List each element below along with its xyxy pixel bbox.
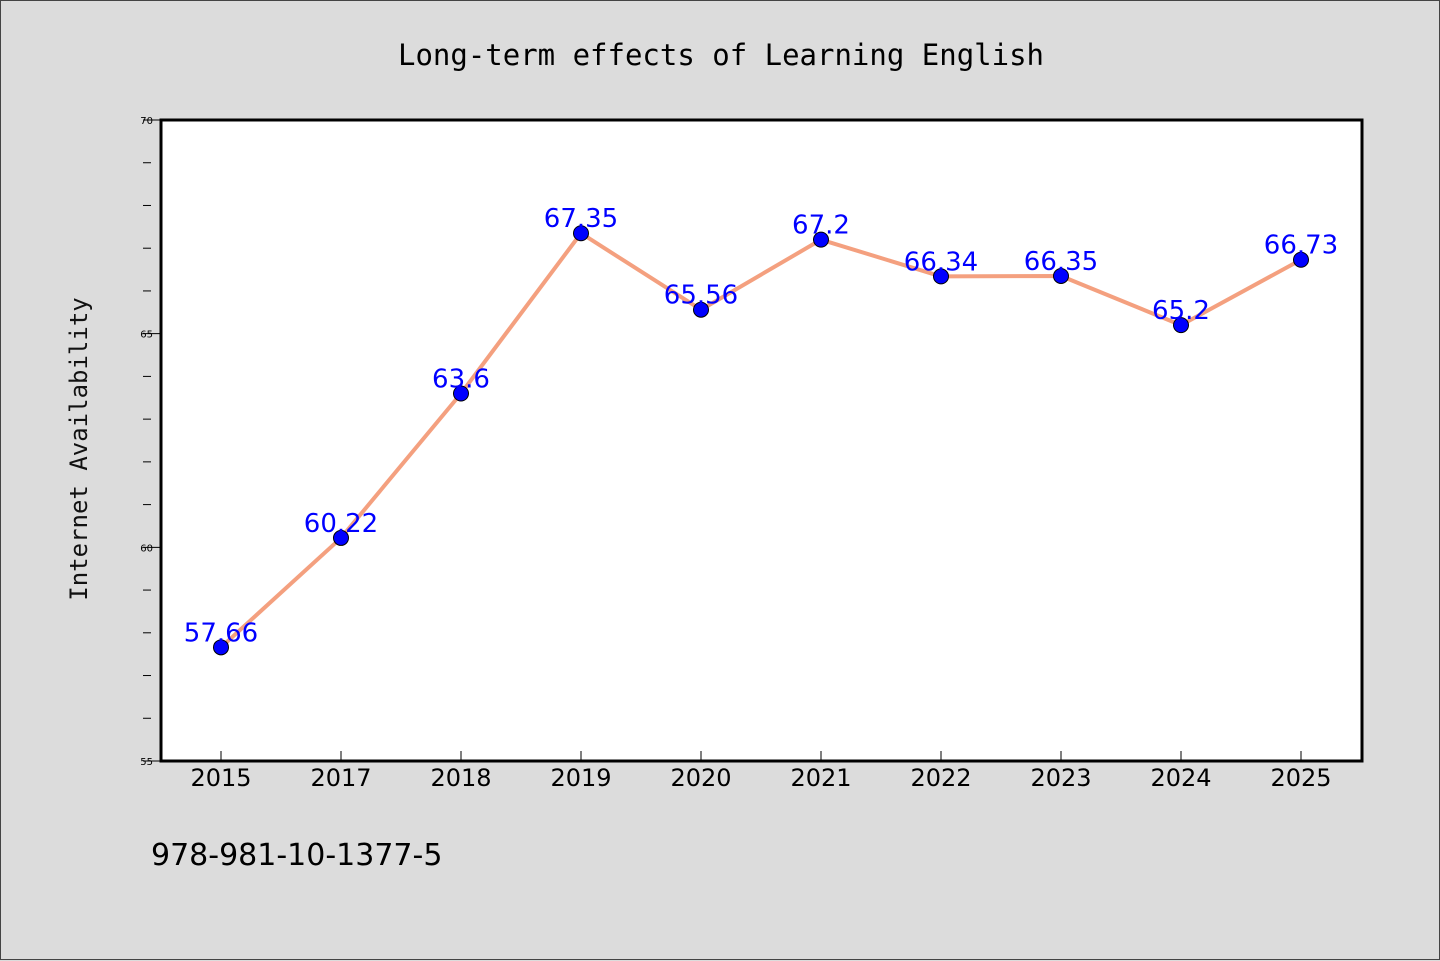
x-tick-label: 2025 — [1270, 764, 1331, 792]
data-label: 57.66 — [184, 618, 258, 648]
data-label: 60.22 — [304, 509, 378, 539]
x-tick-label: 2020 — [670, 764, 731, 792]
x-tick-label: 2022 — [910, 764, 971, 792]
data-point — [453, 385, 469, 402]
y-tick-label: 65 — [140, 330, 153, 341]
data-point — [1173, 317, 1189, 334]
x-axis: 2015 2017 2018 2019 2020 2021 2022 2023 2024 2025 — [190, 751, 1332, 792]
data-label: 66.35 — [1024, 247, 1098, 277]
data-point — [933, 268, 949, 285]
data-point — [333, 529, 349, 546]
y-axis: 55 60 65 70 — [140, 116, 161, 768]
data-point — [213, 639, 229, 656]
data-point — [813, 231, 829, 248]
data-point — [573, 225, 589, 242]
data-label: 66.73 — [1264, 231, 1338, 261]
series-line — [219, 231, 1302, 649]
y-tick-label: 70 — [140, 116, 153, 127]
y-tick-label: 55 — [140, 757, 153, 768]
data-labels: 57.66 60.22 63.6 67.35 65.56 67.2 66.34 66.35 65… — [184, 204, 1338, 648]
footer-note: 978-981-10-1377-5 — [151, 838, 442, 873]
chart-title: Long-term effects of Learning English — [398, 38, 1044, 72]
data-label: 67.2 — [792, 211, 850, 241]
data-label: 65.2 — [1152, 296, 1210, 326]
y-axis-label: Internet Availability — [65, 297, 93, 600]
x-tick-label: 2021 — [790, 764, 851, 792]
x-tick-label: 2024 — [1150, 764, 1211, 792]
data-label: 66.34 — [904, 247, 978, 277]
x-tick-label: 2019 — [550, 764, 611, 792]
plot-area — [159, 118, 1364, 763]
data-label: 63.6 — [432, 364, 490, 394]
y-tick-label: 60 — [140, 543, 153, 554]
x-tick-label: 2017 — [310, 764, 371, 792]
data-point — [693, 301, 709, 318]
data-label: 67.35 — [544, 204, 618, 234]
x-tick-label: 2015 — [190, 764, 251, 792]
x-tick-label: 2018 — [430, 764, 491, 792]
data-point — [1053, 267, 1069, 284]
data-label: 65.56 — [664, 281, 738, 311]
data-point — [1293, 251, 1309, 268]
series-group — [213, 225, 1309, 656]
x-tick-label: 2023 — [1030, 764, 1091, 792]
